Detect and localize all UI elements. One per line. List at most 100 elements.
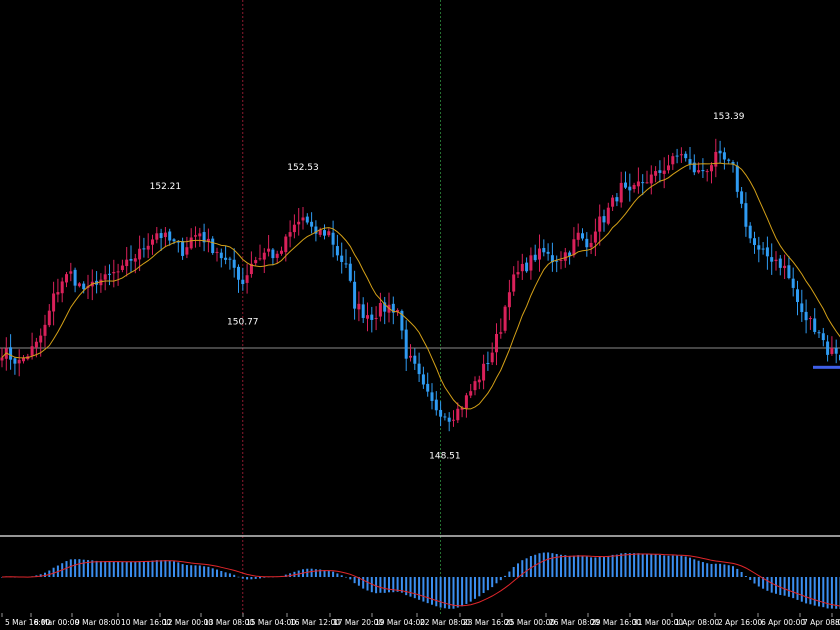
- candle: [602, 209, 606, 232]
- histogram-bar: [800, 577, 803, 602]
- candle: [82, 281, 86, 294]
- histogram-bar: [125, 561, 128, 577]
- candle: [254, 256, 258, 266]
- candle: [593, 218, 597, 257]
- histogram-bar: [228, 573, 231, 577]
- histogram-bar: [770, 577, 773, 593]
- histogram-bar: [723, 564, 726, 577]
- histogram-bar: [181, 564, 184, 577]
- histogram-bar: [448, 577, 451, 609]
- candle: [417, 352, 421, 383]
- candle: [426, 372, 430, 397]
- histogram-bar: [577, 555, 580, 577]
- histogram-bar: [44, 572, 46, 577]
- histogram-bar: [474, 577, 476, 599]
- candle: [722, 147, 726, 170]
- histogram-bar: [512, 566, 515, 577]
- histogram-bar: [710, 563, 713, 577]
- candle: [834, 339, 838, 364]
- histogram-bar: [147, 561, 150, 577]
- histogram-bar: [590, 557, 593, 577]
- candle: [301, 207, 305, 230]
- candle: [348, 256, 352, 283]
- candle: [189, 228, 193, 250]
- histogram-bar: [654, 554, 657, 577]
- histogram-bar: [349, 577, 352, 580]
- histogram-bar: [818, 577, 820, 607]
- candle: [22, 355, 25, 364]
- candle: [804, 299, 808, 334]
- candlestick-series: [0, 138, 840, 432]
- candle: [559, 251, 563, 270]
- histogram-bar: [392, 577, 395, 593]
- histogram-bar: [779, 577, 782, 596]
- histogram-bar: [551, 553, 554, 577]
- histogram-bar: [379, 577, 382, 593]
- candle: [404, 320, 408, 371]
- candle: [654, 166, 658, 183]
- histogram-bar: [168, 560, 171, 577]
- candle: [624, 171, 627, 190]
- price-annotation: 150.77: [227, 317, 259, 327]
- candle: [280, 246, 283, 256]
- histogram-bar: [452, 577, 455, 609]
- candle: [619, 171, 623, 208]
- histogram-bar: [104, 561, 107, 577]
- candle: [611, 194, 615, 211]
- histogram-bar: [254, 577, 257, 579]
- histogram-bar: [650, 554, 653, 577]
- vertical-markers: [242, 0, 442, 615]
- candle: [701, 158, 705, 178]
- candle: [744, 192, 748, 237]
- price-annotation: 152.53: [287, 163, 319, 173]
- candle: [245, 263, 249, 294]
- histogram-bar: [766, 577, 769, 591]
- histogram-bar: [233, 574, 236, 577]
- candle: [228, 256, 232, 270]
- histogram-bar: [65, 561, 68, 577]
- candle: [323, 224, 326, 240]
- x-tick-label: 9 Mar 08:00: [75, 618, 121, 627]
- histogram-bar: [671, 555, 674, 577]
- candle: [800, 289, 804, 322]
- histogram-bar: [435, 577, 438, 607]
- price-annotations: 152.21 152.53 150.77 148.51 153.39: [150, 112, 745, 461]
- candle: [684, 151, 688, 162]
- histogram-bar: [117, 561, 120, 577]
- candle: [731, 160, 735, 173]
- histogram-bar: [332, 571, 335, 577]
- candle: [469, 384, 473, 399]
- candle: [237, 264, 240, 293]
- candle: [636, 167, 640, 194]
- candle: [116, 263, 120, 286]
- histogram-bar: [611, 554, 614, 577]
- histogram-bar: [736, 568, 739, 577]
- histogram-bar: [160, 560, 163, 577]
- candle: [258, 244, 262, 261]
- candle: [714, 138, 718, 178]
- histogram-bar: [504, 575, 507, 577]
- candle: [52, 281, 56, 326]
- x-tick-label: 17 Mar 20:00: [333, 618, 383, 627]
- candle: [434, 391, 438, 416]
- histogram-bar: [121, 561, 124, 577]
- histogram-bar: [241, 577, 244, 579]
- candle: [688, 146, 692, 170]
- candle: [499, 318, 503, 339]
- histogram-bar: [542, 552, 545, 577]
- histogram-bar: [418, 577, 421, 600]
- histogram-bar: [538, 553, 541, 577]
- histogram-bar: [237, 576, 240, 578]
- candle: [507, 279, 511, 321]
- candle: [520, 253, 524, 280]
- candle: [112, 259, 116, 288]
- histogram-bar: [783, 577, 786, 596]
- candle: [546, 243, 550, 261]
- macd-histogram: [1, 552, 840, 609]
- histogram-bar: [431, 577, 433, 605]
- histogram-bar: [482, 577, 485, 593]
- histogram-bar: [112, 561, 115, 577]
- candle: [366, 302, 369, 332]
- histogram-bar: [164, 560, 167, 577]
- candle: [335, 234, 339, 261]
